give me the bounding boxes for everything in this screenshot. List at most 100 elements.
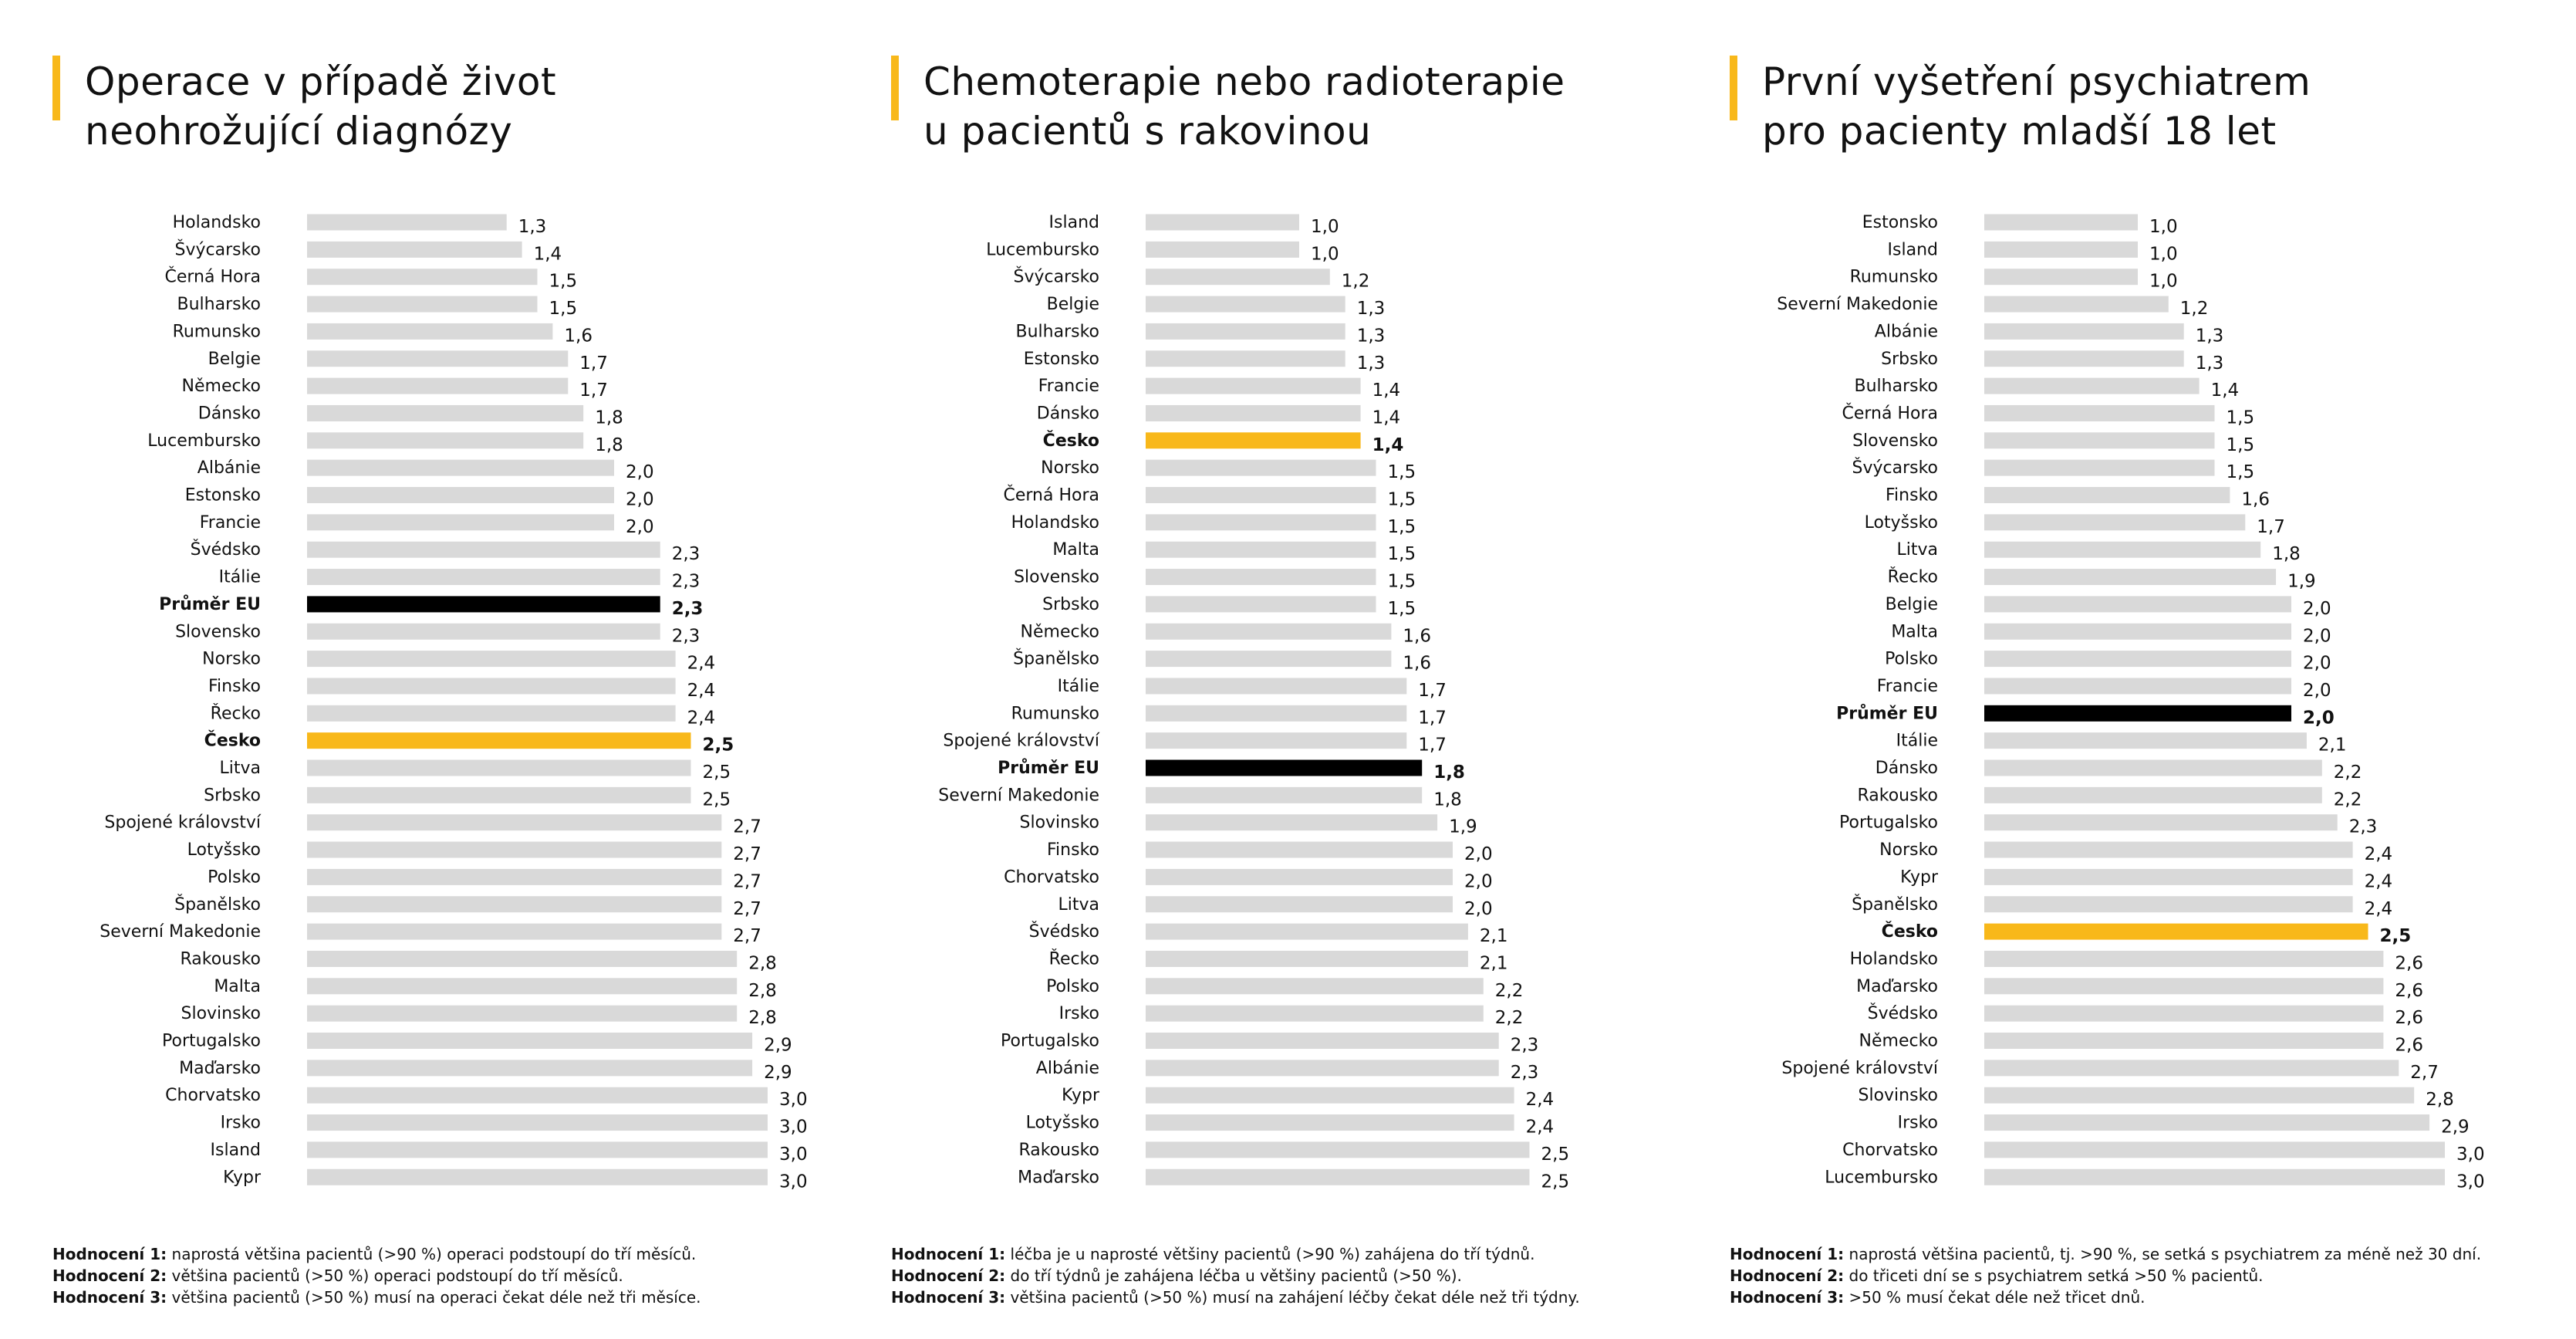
category-label-lotyssko: Lotyšsko [1026,1114,1099,1133]
rating-note-2: Hodnocení 2: do tří týdnů je zahájena lé… [891,1266,1462,1285]
category-label-slovinsko: Slovinsko [1020,813,1100,833]
bar-malta [307,978,738,995]
bar-lucembursko [1146,241,1299,258]
bar-lotyssko [1146,1114,1514,1131]
bar-svycarsko [1984,459,2215,476]
value-label-bulharsko: 1,3 [1357,326,1386,346]
category-label-slovinsko: Slovinsko [181,1004,262,1023]
value-label-finsko: 1,6 [2241,490,2270,510]
value-label-severni-makedonie: 1,8 [1433,790,1462,810]
chart-title: Operace v případě život neohrožující dia… [85,57,887,156]
value-label-svedsko: 2,1 [1480,926,1508,946]
bar-island [1984,241,2138,258]
category-label-spanelsko: Španělsko [1013,649,1099,669]
bar-polsko [307,868,722,885]
value-label-slovinsko: 2,8 [2426,1090,2454,1110]
chart-title: První vyšetření psychiatrem pro pacienty… [1762,57,2564,156]
value-label-svedsko: 2,6 [2395,1008,2423,1028]
category-label-lucembursko: Lucembursko [147,431,261,451]
bar-dansko [1984,759,2322,776]
category-label-severni-makedonie: Severní Makedonie [1777,295,1938,314]
bar-dansko [1146,404,1361,421]
bar-madarsko [1146,1168,1530,1185]
category-label-rakousko: Rakousko [1857,786,1938,805]
bar-nemecko [1146,623,1392,640]
title-line-1: Chemoterapie nebo radioterapie [923,59,1565,104]
rating-note-2: Hodnocení 2: do třiceti dní se s psychia… [1730,1266,2264,1285]
bar-spojene-kralovstvi [1146,732,1407,749]
bar-rakousko [1984,786,2322,803]
bar-severni-makedonie [307,923,722,940]
value-label-finsko: 2,4 [687,681,716,701]
bar-rakousko [1146,1141,1530,1158]
title-line-1: Operace v případě život [85,59,557,104]
bar-holandsko [1146,514,1376,531]
category-label-litva: Litva [1897,540,1939,560]
bar-finsko [1984,487,2230,503]
value-label-holandsko: 1,3 [518,217,547,237]
rating-note-1: Hodnocení 1: léčba je u naprosté většiny… [891,1245,1535,1263]
category-label-srbsko: Srbsko [1042,595,1099,614]
category-label-francie: Francie [200,513,261,533]
category-label-portugalsko: Portugalsko [1001,1032,1099,1051]
value-label-finsko: 2,0 [1464,844,1493,864]
value-label-litva: 1,8 [2272,544,2301,564]
bar-chorvatsko [1984,1141,2445,1158]
bar-kypr [1146,1087,1514,1104]
category-label-francie: Francie [1877,677,1938,696]
value-label-italie: 2,1 [2318,735,2347,756]
category-label-norsko: Norsko [202,650,261,669]
value-label-svycarsko: 1,4 [534,244,562,264]
value-label-lotyssko: 2,7 [733,844,761,864]
bar-lotyssko [1984,514,2246,531]
category-label-chorvatsko: Chorvatsko [1004,867,1099,887]
title-accent-bar [1730,56,1737,120]
title-line-2: neohrožující diagnózy [85,109,513,154]
bar-recko [1146,950,1468,967]
category-label-polsko: Polsko [208,867,261,887]
value-label-malta: 2,0 [2303,626,2331,646]
category-label-irsko: Irsko [1059,1004,1099,1023]
bar-chart-surgery: Holandsko 1,3 Švýcarsko 1,4 Černá Hora 1,5 Bul… [100,213,808,1192]
value-label-cerna-hora: 1,5 [2227,407,2255,428]
category-label-rumunsko: Rumunsko [1011,704,1099,723]
bar-rakousko [307,950,738,967]
category-label-severni-makedonie: Severní Makedonie [938,786,1099,805]
value-label-lucembursko: 3,0 [2456,1172,2485,1192]
value-label-svedsko: 2,3 [672,544,701,564]
value-label-albanie: 2,3 [1511,1063,1539,1083]
bar-dansko [307,404,584,421]
bar-belgie [1146,296,1345,313]
value-label-cerna-hora: 1,5 [549,272,578,292]
bar-slovinsko [307,1005,738,1022]
category-label-rakousko: Rakousko [180,949,261,969]
category-label-prumer-eu: Průměr EU [159,595,261,614]
category-label-nemecko: Německo [1859,1032,1938,1051]
bar-francie [307,514,614,531]
category-label-holandsko: Holandsko [1011,513,1099,533]
value-label-chorvatsko: 3,0 [779,1090,808,1110]
value-label-cerna-hora: 1,5 [1388,490,1416,510]
rating-note-3: Hodnocení 3: většina pacientů (>50 %) mu… [52,1288,701,1307]
title-line-2: pro pacienty mladší 18 let [1762,109,2277,154]
value-label-irsko: 3,0 [779,1118,808,1138]
value-label-rakousko: 2,2 [2334,790,2362,810]
value-label-rumunsko: 1,7 [1418,708,1447,728]
category-label-bulharsko: Bulharsko [1855,377,1939,396]
bar-lucembursko [307,432,584,449]
value-label-recko: 1,9 [2287,572,2316,592]
category-label-irsko: Irsko [1898,1114,1938,1133]
bar-estonsko [307,487,614,503]
bar-italie [1984,732,2307,749]
bar-portugalsko [307,1033,753,1049]
value-label-nemecko: 1,6 [1403,626,1431,646]
bar-estonsko [1984,214,2138,231]
category-label-rakousko: Rakousko [1018,1141,1099,1160]
bar-finsko [1146,841,1453,858]
value-label-estonsko: 1,0 [2149,217,2178,237]
category-label-recko: Řecko [211,703,261,723]
value-label-slovensko: 2,3 [672,626,701,646]
category-label-recko: Řecko [1049,948,1099,969]
category-label-spojene-kralovstvi: Spojené království [1781,1059,1938,1078]
bar-chart-chemotherapy: Island 1,0 Lucembursko 1,0 Švýcarsko 1,2 Belgi… [938,213,1569,1192]
